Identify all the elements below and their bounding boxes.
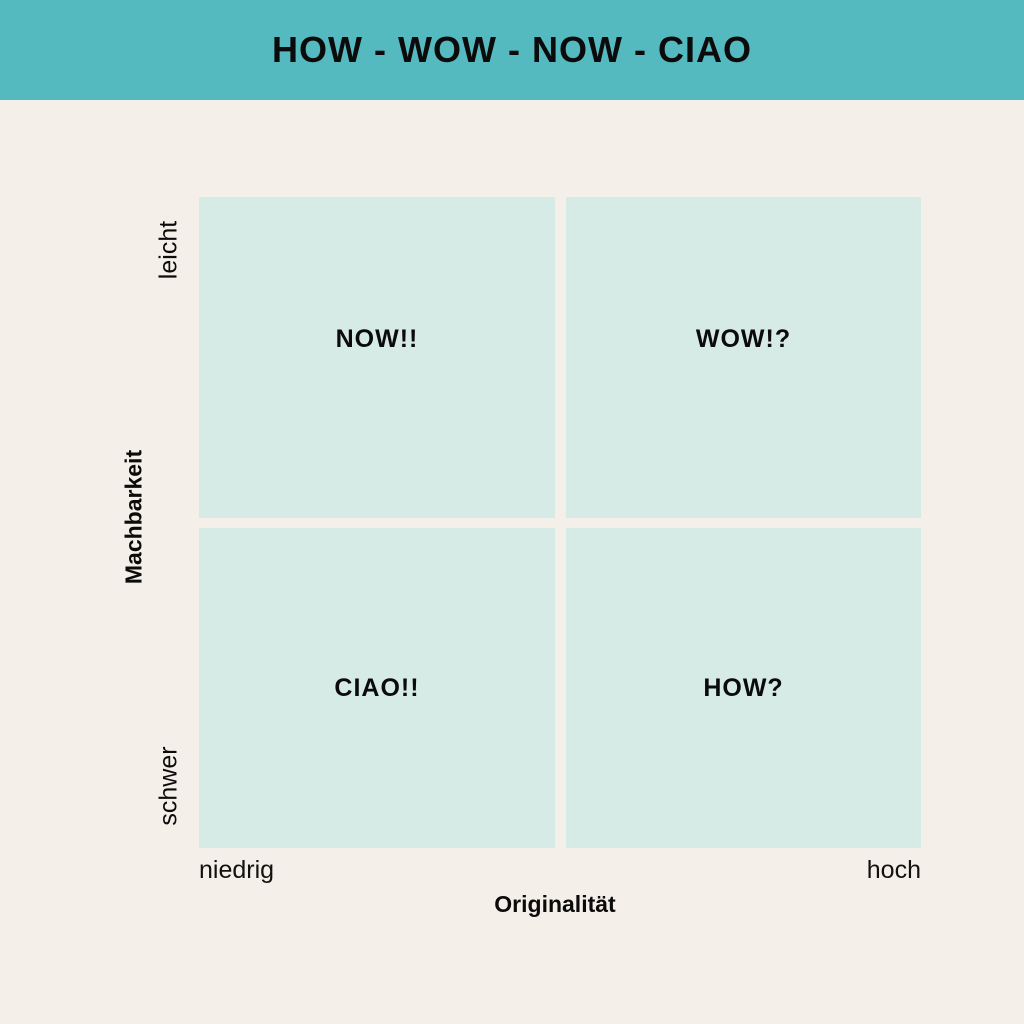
x-axis-high-label: hoch <box>866 856 921 884</box>
quadrant-bottom-left: CIAO!! <box>199 528 555 848</box>
x-axis-title: Originalität <box>494 891 616 917</box>
quadrant-label-wow: WOW!? <box>695 325 792 353</box>
quadrant-label-ciao: CIAO!! <box>334 674 420 702</box>
quadrant-top-right: WOW!? <box>566 197 921 518</box>
x-axis-low-label: niedrig <box>199 856 275 884</box>
quadrant-top-left: NOW!! <box>199 197 555 518</box>
quadrant-label-now: NOW!! <box>335 325 419 353</box>
quadrant-label-how: HOW? <box>703 674 784 702</box>
quadrant-bottom-right: HOW? <box>566 528 921 848</box>
y-axis-title: Machbarkeit <box>120 449 147 585</box>
header-bar: HOW - WOW - NOW - CIAO <box>0 0 1024 100</box>
page-title: HOW - WOW - NOW - CIAO <box>272 29 752 70</box>
y-axis-high-label: leicht <box>154 220 183 280</box>
y-axis-low-label: schwer <box>154 746 183 826</box>
